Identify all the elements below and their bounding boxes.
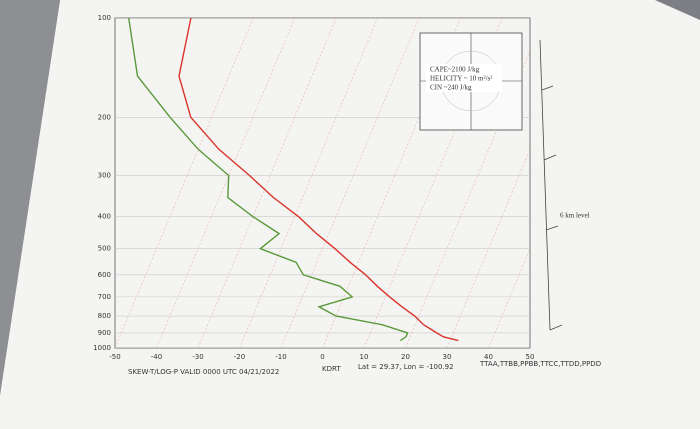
x-tick-label: 40 <box>484 353 493 361</box>
x-tick-label: -20 <box>234 353 245 361</box>
y-tick-label: 900 <box>98 329 111 337</box>
y-tick-label: 1000 <box>93 344 111 352</box>
y-tick-label: 800 <box>98 312 111 320</box>
annotation-box <box>426 64 502 92</box>
y-tick-label: 500 <box>98 245 111 253</box>
profile-line <box>128 18 409 342</box>
wind-barbs <box>539 39 563 331</box>
annotation: HELICITY ~ 10 m²/s² <box>430 75 492 83</box>
x-tick-label: -30 <box>192 353 203 361</box>
annotation: 6 km level <box>560 212 590 220</box>
x-tick-label: 50 <box>526 353 535 361</box>
profile-line <box>178 18 459 342</box>
y-tick-label: 400 <box>98 213 111 221</box>
chart-title: SKEW-T/LOG-P VALID 0000 UTC 04/21/2022 <box>128 368 279 376</box>
x-tick-label: 30 <box>443 353 452 361</box>
profiles <box>128 18 459 342</box>
y-tick-label: 300 <box>98 171 111 179</box>
x-tick-label: -40 <box>151 353 162 361</box>
annotation: CIN ~240 J/kg <box>430 84 472 92</box>
x-tick-label: 10 <box>360 353 369 361</box>
x-tick-label: 20 <box>401 353 410 361</box>
x-tick-label: 0 <box>320 353 324 361</box>
background <box>0 0 60 395</box>
station: KDRT <box>322 365 341 373</box>
y-tick-label: 100 <box>98 14 111 22</box>
location: Lat = 29.37, Lon = -100.92 <box>358 363 454 371</box>
annotation: CAPE~2100 J/kg <box>430 66 480 74</box>
x-tick-label: -50 <box>109 353 120 361</box>
y-tick-label: 700 <box>98 293 111 301</box>
y-tick-label: 200 <box>98 113 111 121</box>
source: TTAA,TTBB,PPBB,TTCC,TTDD,PPDD <box>479 360 601 368</box>
y-tick-label: 600 <box>98 271 111 279</box>
x-tick-label: -10 <box>275 353 286 361</box>
